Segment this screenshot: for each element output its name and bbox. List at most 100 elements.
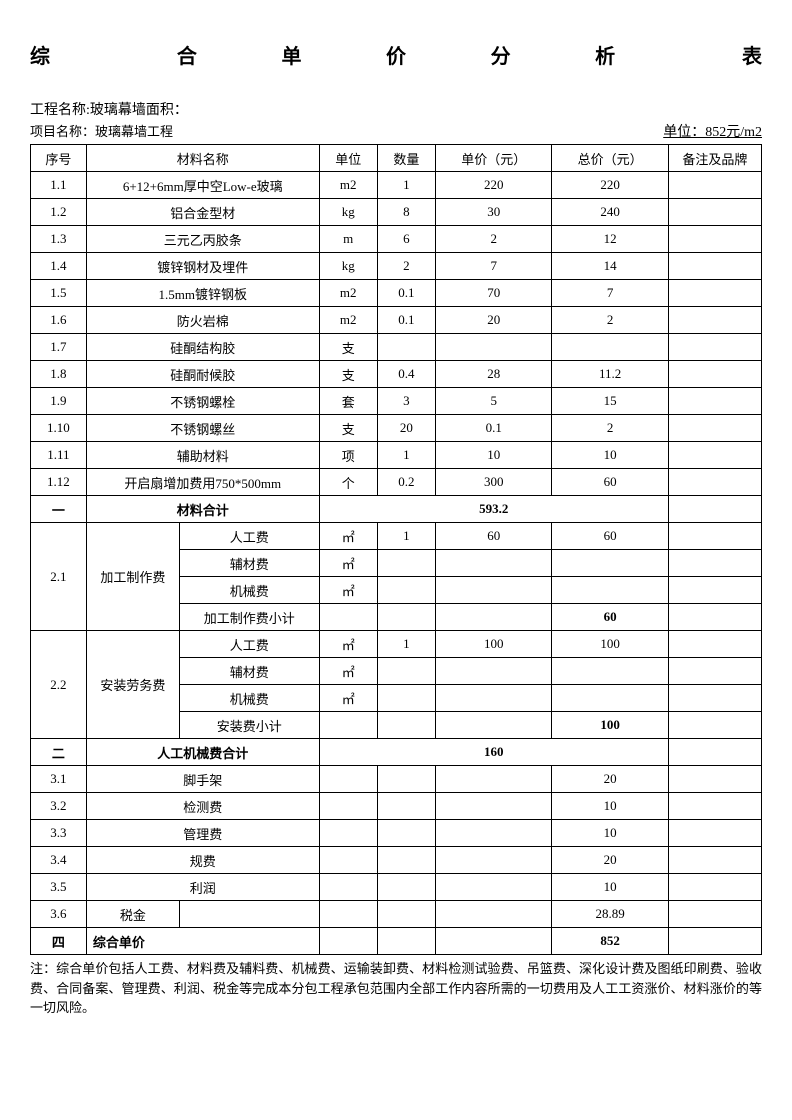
total [552,577,668,604]
tax-blank [179,901,319,928]
title-char: 表 [657,40,762,69]
name: 镀锌钢材及埋件 [86,253,319,280]
remark [668,361,761,388]
tax-name: 税金 [86,901,179,928]
seq: 1.3 [31,226,87,253]
remark [668,226,761,253]
seq: 1.8 [31,361,87,388]
unit: m2 [319,280,377,307]
unit: ㎡ [319,658,377,685]
qty: 20 [377,415,435,442]
price [436,577,552,604]
name: 利润 [86,874,319,901]
total: 100 [552,631,668,658]
sec1-seq: 一 [31,496,87,523]
qty [377,577,435,604]
unit: ㎡ [319,523,377,550]
sec4-label: 综合单价 [86,928,319,955]
group-row: 2.2 安装劳务费人工费 ㎡ 1 100 100 [31,631,762,658]
tax-total: 28.89 [552,901,668,928]
price: 2 [436,226,552,253]
project-name: 工程名称:玻璃幕墙面积： [30,99,762,119]
total: 2 [552,307,668,334]
material-row: 1.1 6+12+6mm厚中空Low-e玻璃 m2 1 220 220 [31,172,762,199]
remark [668,442,761,469]
seq: 1.6 [31,307,87,334]
remark [668,253,761,280]
sec4-total: 852 [552,928,668,955]
material-row: 1.8 硅酮耐候胶 支 0.4 28 11.2 [31,361,762,388]
name: 规费 [86,847,319,874]
price: 70 [436,280,552,307]
sec2-remark [668,739,761,766]
total [552,550,668,577]
qty [377,334,435,361]
total: 220 [552,172,668,199]
unit: ㎡ [319,631,377,658]
material-row: 1.3 三元乙丙胶条 m 6 2 12 [31,226,762,253]
price: 60 [436,523,552,550]
total: 11.2 [552,361,668,388]
material-row: 1.6 防火岩棉 m2 0.1 20 2 [31,307,762,334]
seq: 1.5 [31,280,87,307]
col-qty: 数量 [377,145,435,172]
group-name: 加工制作费 [86,523,179,631]
title-char: 分 [448,40,553,69]
material-row: 1.11 辅助材料 项 1 10 10 [31,442,762,469]
price: 20 [436,307,552,334]
other-row: 3.3 管理费 10 [31,820,762,847]
material-row: 1.2 铝合金型材 kg 8 30 240 [31,199,762,226]
other-row: 3.2 检测费 10 [31,793,762,820]
seq: 3.1 [31,766,87,793]
sec4-seq: 四 [31,928,87,955]
remark [668,415,761,442]
tax-row: 3.6 税金 28.89 [31,901,762,928]
subtotal: 60 [552,604,668,631]
unit: 套 [319,388,377,415]
remark [668,469,761,496]
unit: ㎡ [319,550,377,577]
section-4-row: 四 综合单价 852 [31,928,762,955]
sub-name: 机械费 [179,577,319,604]
col-total: 总价（元） [552,145,668,172]
remark [668,550,761,577]
qty: 1 [377,172,435,199]
sub-name: 人工费 [179,631,319,658]
unit: 支 [319,361,377,388]
price: 30 [436,199,552,226]
total: 20 [552,847,668,874]
total: 7 [552,280,668,307]
seq: 3.5 [31,874,87,901]
other-row: 3.5 利润 10 [31,874,762,901]
group-row: 2.1 加工制作费人工费 ㎡ 1 60 60 [31,523,762,550]
unit: m2 [319,172,377,199]
name: 1.5mm镀锌钢板 [86,280,319,307]
material-row: 1.9 不锈钢螺栓 套 3 5 15 [31,388,762,415]
unit: m [319,226,377,253]
material-row: 1.10 不锈钢螺丝 支 20 0.1 2 [31,415,762,442]
item-name: 项目名称：玻璃幕墙工程 [30,121,173,141]
title-char: 析 [553,40,658,69]
seq: 3.3 [31,820,87,847]
name: 防火岩棉 [86,307,319,334]
price: 7 [436,253,552,280]
total [552,658,668,685]
subtotal-label: 加工制作费小计 [179,604,319,631]
sub-name: 机械费 [179,685,319,712]
group-seq: 2.2 [31,631,87,739]
subtotal: 100 [552,712,668,739]
total: 15 [552,388,668,415]
total: 12 [552,226,668,253]
remark [668,631,761,658]
total: 240 [552,199,668,226]
name: 不锈钢螺栓 [86,388,319,415]
remark [668,334,761,361]
unit: kg [319,199,377,226]
qty: 8 [377,199,435,226]
unit: ㎡ [319,685,377,712]
unit: 支 [319,334,377,361]
qty: 6 [377,226,435,253]
qty [377,685,435,712]
sec1-total: 593.2 [319,496,668,523]
total: 10 [552,820,668,847]
